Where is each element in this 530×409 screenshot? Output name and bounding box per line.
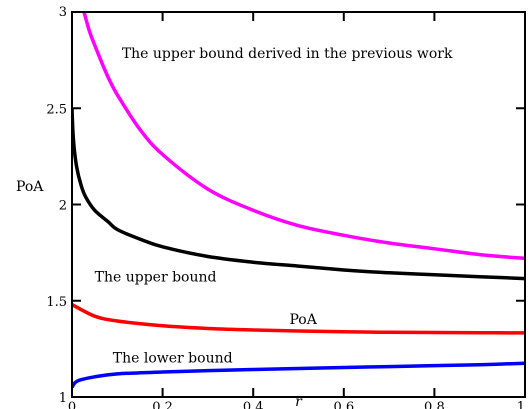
x-tick-label: 0 (68, 400, 76, 409)
annotation-label: PoA (289, 312, 317, 328)
plot-frame (71, 11, 526, 398)
y-tick-label: 3 (59, 5, 67, 20)
y-tick-label: 1.5 (46, 295, 67, 310)
y-axis-label: PoA (16, 179, 44, 195)
series-line-2 (72, 303, 525, 335)
annotation-label: The lower bound (113, 350, 233, 366)
annotation-label: The upper bound (95, 270, 217, 286)
annotation-label: The upper bound derived in the previous … (122, 46, 453, 62)
x-tick-label: 0.6 (333, 400, 354, 409)
series-line-0 (82, 12, 525, 261)
y-tick-label: 2.5 (46, 102, 67, 117)
series-line-3 (72, 361, 525, 389)
x-tick-label: 0.8 (424, 400, 445, 409)
x-tick-label: 0.4 (243, 400, 264, 409)
y-tick-label: 1 (59, 391, 67, 406)
ticks-layer: 0 0.2 0.4 0.6 0.8 1 1 1.5 2 2.5 3 (46, 5, 526, 409)
x-axis-label: r (295, 394, 303, 409)
x-tick-label: 0.2 (152, 400, 173, 409)
series-line-1 (72, 108, 525, 281)
series-layer (72, 12, 525, 389)
annotation-layer: The upper bound derived in the previous … (95, 46, 453, 366)
y-tick-label: 2 (59, 199, 67, 214)
x-tick-label: 1 (517, 400, 525, 409)
